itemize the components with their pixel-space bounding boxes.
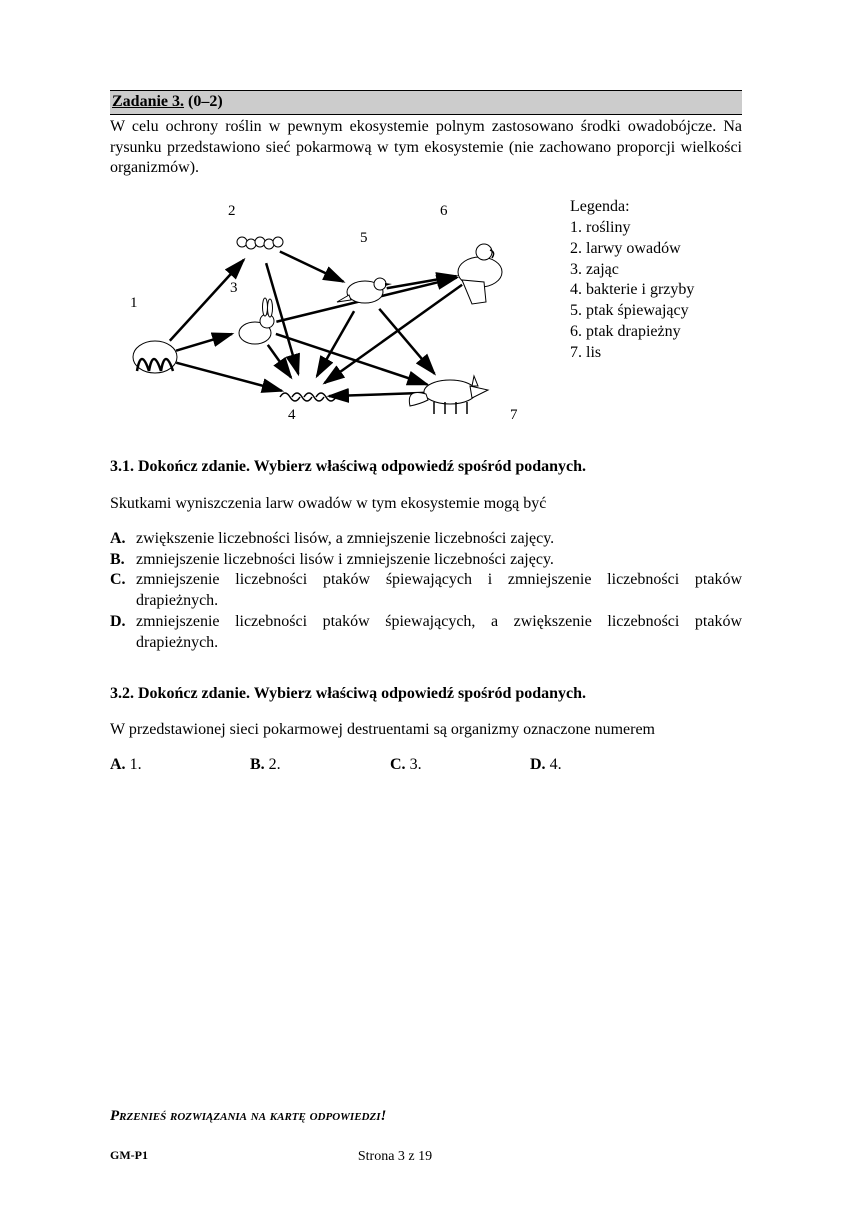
node-songbird — [337, 278, 392, 303]
food-web-diagram: 1 2 3 4 5 6 7 — [110, 197, 540, 427]
option-letter: D. — [530, 756, 550, 773]
answer-option[interactable]: A. 1. — [110, 755, 250, 776]
figure-row: 1 2 3 4 5 6 7 Legenda: 1. rośliny2. larwy owad… — [110, 197, 742, 427]
node-label: 4 — [288, 407, 296, 423]
option-text: 4. — [550, 756, 562, 773]
option-letter: A. — [110, 529, 136, 550]
option-text: 1. — [130, 756, 142, 773]
answer-option[interactable]: C. 3. — [390, 755, 530, 776]
node-label: 2 — [228, 203, 236, 219]
option-text: 3. — [410, 756, 422, 773]
option-letter: B. — [110, 550, 136, 571]
legend-item: 3. zając — [570, 260, 694, 281]
answer-option[interactable]: C.zmniejszenie liczebności ptaków śpiewa… — [110, 570, 742, 612]
node-bacteria — [280, 393, 336, 401]
legend: Legenda: 1. rośliny2. larwy owadów3. zaj… — [570, 197, 694, 363]
answer-option[interactable]: B.zmniejszenie liczebności lisów i zmnie… — [110, 550, 742, 571]
legend-item: 7. lis — [570, 343, 694, 364]
legend-item: 6. ptak drapieżny — [570, 322, 694, 343]
answer-option[interactable]: D.zmniejszenie liczebności ptaków śpiewa… — [110, 612, 742, 654]
edge — [280, 252, 343, 282]
edge — [176, 363, 282, 391]
node-label: 6 — [440, 203, 448, 219]
edge — [268, 345, 291, 378]
node-label: 1 — [130, 295, 138, 311]
answer-option[interactable]: D. 4. — [530, 755, 670, 776]
answer-option[interactable]: B. 2. — [250, 755, 390, 776]
node-label: 3 — [230, 280, 238, 296]
option-letter: C. — [390, 756, 410, 773]
task-points: (0–2) — [188, 93, 223, 110]
legend-item: 1. rośliny — [570, 218, 694, 239]
transfer-instruction: Przenieś rozwiązania na kartę odpowiedzi… — [110, 1107, 386, 1127]
option-text: 2. — [269, 756, 281, 773]
legend-title: Legenda: — [570, 197, 694, 218]
option-text: zmniejszenie liczebności lisów i zmniejs… — [136, 550, 742, 571]
node-cabbage — [133, 341, 177, 373]
edge — [379, 309, 434, 374]
q32-options: A. 1.B. 2.C. 3.D. 4. — [110, 755, 742, 776]
option-letter: A. — [110, 756, 130, 773]
q31-options: A.zwiększenie liczebności lisów, a zmnie… — [110, 529, 742, 654]
legend-item: 5. ptak śpiewający — [570, 301, 694, 322]
option-letter: C. — [110, 570, 136, 612]
task-intro: W celu ochrony roślin w pewnym ekosystem… — [110, 117, 742, 179]
task-header: Zadanie 3. (0–2) — [110, 90, 742, 115]
node-caterpillar — [237, 237, 283, 249]
exam-page: Zadanie 3. (0–2) W celu ochrony roślin w… — [0, 0, 852, 1206]
option-text: zmniejszenie liczebności ptaków śpiewają… — [136, 612, 742, 654]
q31-stem: Skutkami wyniszczenia larw owadów w tym … — [110, 494, 742, 515]
task-number: Zadanie 3. — [112, 93, 184, 110]
legend-list: 1. rośliny2. larwy owadów3. zając4. bakt… — [570, 218, 694, 364]
page-footer: GM-P1 Strona 3 z 19 — [110, 1148, 742, 1166]
network-svg: 1 2 3 4 5 6 7 — [110, 197, 540, 427]
edge — [176, 334, 232, 351]
option-text: zwiększenie liczebności lisów, a zmniejs… — [136, 529, 742, 550]
option-letter: B. — [250, 756, 269, 773]
option-letter: D. — [110, 612, 136, 654]
legend-item: 2. larwy owadów — [570, 239, 694, 260]
node-raptor — [458, 244, 502, 304]
edge — [276, 334, 427, 384]
answer-option[interactable]: A.zwiększenie liczebności lisów, a zmnie… — [110, 529, 742, 550]
q32-stem: W przedstawionej sieci pokarmowej destru… — [110, 720, 742, 741]
node-label: 7 — [510, 407, 518, 423]
q32-header: 3.2. Dokończ zdanie. Wybierz właściwą od… — [110, 684, 742, 705]
legend-item: 4. bakterie i grzyby — [570, 280, 694, 301]
node-label: 5 — [360, 230, 368, 246]
node-hare — [239, 298, 274, 344]
page-number: Strona 3 z 19 — [88, 1148, 702, 1166]
edge — [170, 260, 244, 341]
q31-header: 3.1. Dokończ zdanie. Wybierz właściwą od… — [110, 457, 742, 478]
option-text: zmniejszenie liczebności ptaków śpiewają… — [136, 570, 742, 612]
